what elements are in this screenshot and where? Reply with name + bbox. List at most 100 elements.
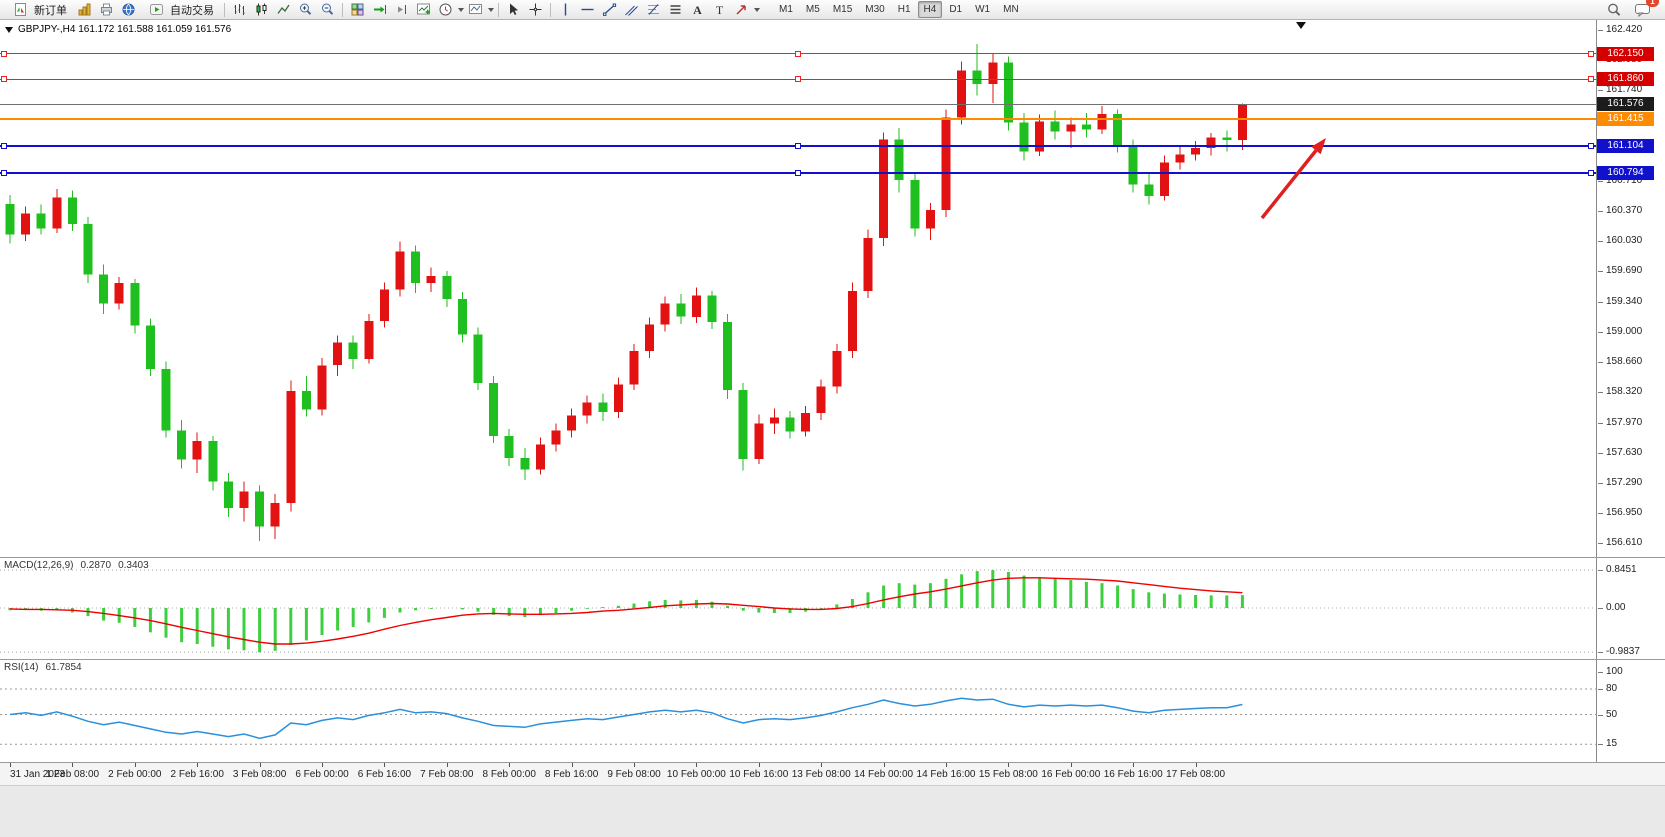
print-icon[interactable]: [96, 1, 117, 18]
hline-handle[interactable]: [795, 50, 801, 57]
time-label: 8 Feb 16:00: [544, 769, 599, 780]
autotrading-button[interactable]: 自动交易: [140, 0, 220, 19]
price-tick-label: 162.420: [1597, 24, 1643, 35]
time-tick: [821, 763, 823, 767]
hline-handle[interactable]: [795, 143, 801, 150]
rsi-chart[interactable]: [0, 660, 1596, 763]
price-axis-separator: [1596, 20, 1597, 763]
price-tick-label: 160.370: [1597, 204, 1643, 216]
macd-chart[interactable]: [0, 558, 1596, 660]
price-tick-label: 156.610: [1597, 536, 1643, 548]
arrows-tool-icon[interactable]: [731, 1, 752, 18]
trendline-tool-icon[interactable]: [599, 1, 620, 18]
timeframe-m5-button[interactable]: M5: [805, 4, 820, 15]
timeframe-m1-button[interactable]: M1: [779, 4, 793, 15]
hline-handle[interactable]: [1, 170, 7, 177]
macd-axis-label: 0.00: [1597, 602, 1626, 613]
hline-handle[interactable]: [1, 50, 7, 57]
timeframe-m15-button[interactable]: M15: [832, 4, 853, 15]
zoom-out-icon[interactable]: [317, 1, 338, 18]
notification-badge[interactable]: 1: [1646, 0, 1659, 7]
rsi-axis-label: 15: [1597, 738, 1618, 750]
price-chart-panel[interactable]: GBPJPY-,H4 161.172 161.588 161.059 161.5…: [0, 20, 1665, 558]
templates-dropdown-caret[interactable]: [488, 8, 494, 15]
hline-handle[interactable]: [1588, 76, 1594, 83]
macd-value-signal: 0.3403: [118, 560, 149, 571]
timeframe-m30-button[interactable]: M30: [865, 4, 885, 15]
timeframe-d1-button[interactable]: D1: [949, 4, 963, 15]
candlestick-type-icon[interactable]: [251, 1, 272, 18]
price-tick-label: 157.290: [1597, 476, 1643, 488]
chart-shift-icon[interactable]: [391, 1, 412, 18]
charts-icon[interactable]: [74, 1, 95, 18]
hline-handle[interactable]: [795, 76, 801, 83]
vertical-line-tool-icon[interactable]: [555, 1, 576, 18]
arrows-dropdown-caret[interactable]: [754, 8, 760, 15]
time-tick: [696, 763, 698, 767]
hline-161.576[interactable]: [0, 103, 1596, 105]
rsi-panel[interactable]: RSI(14) 61.7854: [0, 660, 1665, 763]
svg-text:T: T: [716, 3, 724, 17]
price-tick-label: 158.660: [1597, 355, 1643, 367]
tile-windows-icon[interactable]: [347, 1, 368, 18]
panel-separator[interactable]: [0, 762, 1665, 763]
hline-handle[interactable]: [795, 170, 801, 177]
channel-tool-icon[interactable]: [621, 1, 642, 18]
time-label: 10 Feb 00:00: [666, 769, 726, 780]
toolbar: 新订单 自动交易: [0, 0, 1665, 20]
rsi-axis-label: 50: [1597, 708, 1618, 720]
time-label: 16 Feb 16:00: [1103, 769, 1163, 780]
notifications-icon[interactable]: 1: [1632, 0, 1659, 18]
panel-separator[interactable]: [0, 659, 1665, 660]
time-label: 15 Feb 08:00: [978, 769, 1038, 780]
globe-icon[interactable]: [118, 1, 139, 18]
chart-shift-marker[interactable]: [1296, 22, 1306, 29]
fibonacci-tool-icon[interactable]: [643, 1, 664, 18]
timeframe-h4-button[interactable]: H4: [917, 1, 943, 18]
hline-handle[interactable]: [1588, 170, 1594, 177]
timeframe-h1-button[interactable]: H1: [897, 4, 911, 15]
time-axis[interactable]: 31 Jan 2023 1 Feb 08:00 2 Feb 00:00 2 Feb 1…: [0, 763, 1665, 785]
periods-clock-icon[interactable]: [435, 1, 456, 18]
auto-scroll-icon[interactable]: [369, 1, 390, 18]
timeframe-w1-button[interactable]: W1: [975, 4, 991, 15]
one-click-trading-icon[interactable]: [5, 26, 13, 33]
toolbar-right-group: 1: [1603, 0, 1661, 18]
time-label: 13 Feb 08:00: [791, 769, 851, 780]
line-chart-type-icon[interactable]: [273, 1, 294, 18]
objects-list-icon[interactable]: [665, 1, 686, 18]
panel-separator[interactable]: [0, 557, 1665, 558]
hline-handle[interactable]: [1, 76, 7, 83]
zoom-in-icon[interactable]: [295, 1, 316, 18]
price-tick-label: 159.340: [1597, 295, 1643, 307]
time-label: 14 Feb 00:00: [854, 769, 914, 780]
price-axis[interactable]: 162.420162.080161.740160.710160.370160.0…: [1597, 20, 1665, 763]
new-order-icon: [10, 1, 31, 18]
new-order-button[interactable]: 新订单: [4, 0, 73, 19]
font-tool-icon[interactable]: A: [687, 1, 708, 18]
search-icon[interactable]: [1603, 1, 1624, 18]
rsi-header: RSI(14) 61.7854: [4, 662, 82, 673]
autotrading-label: 自动交易: [170, 4, 214, 17]
indicators-icon[interactable]: [413, 1, 434, 18]
hline-161.415[interactable]: [0, 117, 1596, 120]
timeframe-mn-button[interactable]: MN: [1003, 4, 1019, 15]
text-label-tool-icon[interactable]: T: [709, 1, 730, 18]
hline-handle[interactable]: [1588, 50, 1594, 57]
templates-icon[interactable]: [465, 1, 486, 18]
hline-handle[interactable]: [1588, 143, 1594, 150]
toolbar-separator: [498, 2, 499, 17]
periods-dropdown-caret[interactable]: [458, 8, 464, 15]
cursor-icon[interactable]: [503, 1, 524, 18]
crosshair-icon[interactable]: [525, 1, 546, 18]
candlestick-chart[interactable]: [0, 20, 1596, 558]
toolbar-separator: [342, 2, 343, 17]
time-tick: [634, 763, 635, 767]
horizontal-line-tool-icon[interactable]: [577, 1, 598, 18]
macd-panel[interactable]: MACD(12,26,9) 0.2870 0.3403: [0, 558, 1665, 660]
bar-chart-type-icon[interactable]: [229, 1, 250, 18]
time-tick: [571, 763, 573, 767]
hline-handle[interactable]: [1, 143, 7, 150]
window-background: [0, 785, 1665, 837]
time-tick: [134, 763, 136, 767]
